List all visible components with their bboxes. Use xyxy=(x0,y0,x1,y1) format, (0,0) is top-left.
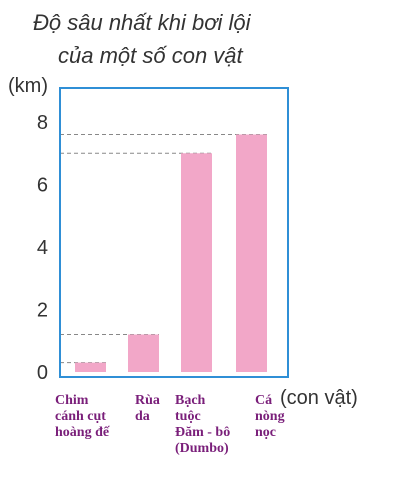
category-label: Bạch tuộc Đăm - bô (Dumbo) xyxy=(175,393,230,456)
y-axis-ticks: 0 2 4 6 8 xyxy=(37,112,48,384)
y-axis-unit-label: (km) xyxy=(8,75,48,97)
bar xyxy=(236,134,267,372)
y-tick-label: 0 xyxy=(37,362,48,384)
y-tick-label: 4 xyxy=(37,237,48,259)
chart-title-line-2: của một số con vật xyxy=(58,43,244,68)
category-label: Rùa da xyxy=(135,393,160,424)
chart-title-line-1: Độ sâu nhất khi bơi lội xyxy=(33,10,252,35)
y-tick-label: 8 xyxy=(37,112,48,134)
category-label: Cá nòng nọc xyxy=(255,393,285,440)
bar xyxy=(128,334,159,372)
bar xyxy=(75,362,106,372)
category-labels: Chim cánh cụt hoàng đế Rùa da Bạch tuộc Đăm - b… xyxy=(55,393,285,456)
x-axis-unit-label: (con vật) xyxy=(280,387,358,409)
bar xyxy=(181,153,212,372)
guide-lines xyxy=(60,134,267,364)
bars xyxy=(75,134,267,372)
y-tick-label: 2 xyxy=(37,300,48,322)
plot-frame xyxy=(59,87,289,378)
y-tick-label: 6 xyxy=(37,175,48,197)
category-label: Chim cánh cụt hoàng đế xyxy=(55,393,110,440)
